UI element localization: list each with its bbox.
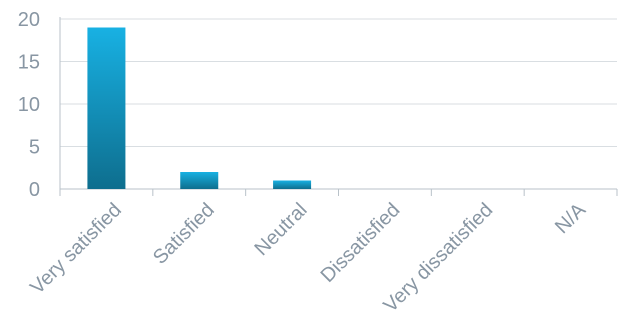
gridlines <box>60 18 617 147</box>
y-tick-label: 0 <box>29 179 40 201</box>
x-tick-label: Dissatisfied <box>317 199 405 287</box>
x-tick-label: Very satisfied <box>26 199 126 299</box>
axes <box>59 17 618 196</box>
y-tick-label: 10 <box>18 94 40 116</box>
bar-very-satisfied <box>87 27 126 189</box>
y-tick-labels: 0 5 10 15 20 <box>18 9 40 201</box>
y-tick-label: 20 <box>18 9 40 31</box>
x-tick-labels: Very satisfied Satisfied Neutral Dissatisfi… <box>26 199 590 317</box>
y-tick-label: 5 <box>29 137 40 159</box>
bar-neutral <box>273 180 312 189</box>
y-tick-label: 15 <box>18 52 40 74</box>
x-tick-label: Neutral <box>250 199 311 260</box>
x-tick-label: N/A <box>551 199 591 239</box>
x-tick-label: Satisfied <box>149 199 219 269</box>
bars <box>87 27 312 189</box>
bar-satisfied <box>180 172 219 189</box>
